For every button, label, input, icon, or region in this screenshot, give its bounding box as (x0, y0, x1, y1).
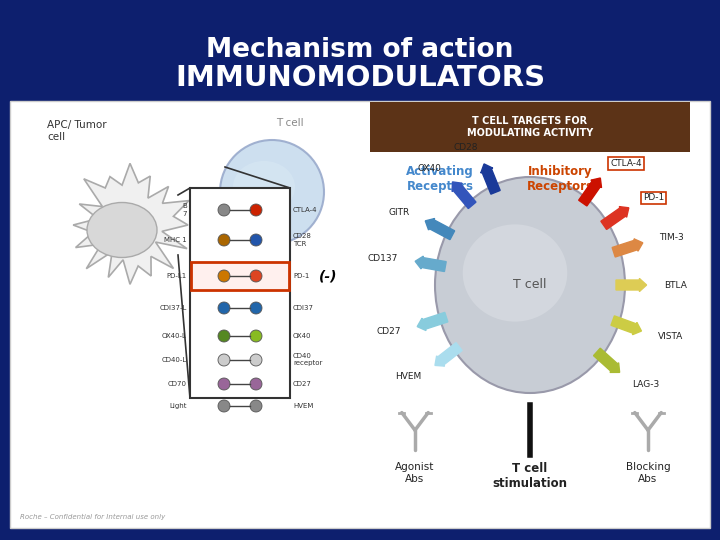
Text: Blocking
Abs: Blocking Abs (626, 462, 670, 484)
Circle shape (250, 378, 262, 390)
Text: Light: Light (169, 403, 187, 409)
Text: CD27: CD27 (376, 327, 400, 336)
Text: CD27: CD27 (293, 381, 312, 387)
Text: CTLA-4: CTLA-4 (293, 207, 318, 213)
Text: B
7: B 7 (182, 204, 187, 217)
Text: TIM-3: TIM-3 (660, 233, 684, 242)
Circle shape (218, 270, 230, 282)
Text: OX40: OX40 (418, 164, 441, 173)
Text: BTLA: BTLA (664, 280, 687, 289)
Ellipse shape (87, 202, 157, 258)
Circle shape (250, 204, 262, 216)
Text: CD28: CD28 (453, 143, 477, 152)
Text: CD28
TCR: CD28 TCR (293, 233, 312, 246)
FancyArrow shape (417, 312, 448, 330)
Circle shape (250, 400, 262, 412)
Text: MHC 1: MHC 1 (164, 237, 187, 243)
Text: APC/ Tumor
cell: APC/ Tumor cell (47, 120, 107, 141)
Circle shape (218, 354, 230, 366)
Text: PD-1: PD-1 (643, 193, 665, 202)
Text: T cell: T cell (276, 118, 304, 128)
Text: PD-1: PD-1 (293, 273, 310, 279)
Text: PD-L1: PD-L1 (167, 273, 187, 279)
Ellipse shape (233, 161, 295, 213)
Bar (190, 188, 290, 398)
Text: IMMUNOMODULATORS: IMMUNOMODULATORS (175, 64, 545, 92)
Text: Mechanism of action: Mechanism of action (207, 37, 513, 63)
Circle shape (250, 330, 262, 342)
Text: OX40: OX40 (293, 333, 312, 339)
Text: CTLA-4: CTLA-4 (611, 159, 642, 168)
Circle shape (250, 270, 262, 282)
Text: CD40-L: CD40-L (162, 357, 187, 363)
Text: CDI37-L: CDI37-L (160, 305, 187, 311)
Text: Roche – Confidential for Internal use only: Roche – Confidential for Internal use on… (20, 514, 166, 520)
Circle shape (218, 378, 230, 390)
Text: Agonist
Abs: Agonist Abs (395, 462, 435, 484)
Circle shape (218, 400, 230, 412)
FancyArrow shape (611, 316, 642, 335)
Text: CD137: CD137 (368, 254, 398, 263)
Text: T cell
stimulation: T cell stimulation (492, 462, 567, 490)
Circle shape (220, 140, 324, 244)
Ellipse shape (463, 225, 567, 322)
Text: VISTA: VISTA (658, 333, 683, 341)
FancyArrow shape (616, 279, 647, 292)
Ellipse shape (435, 177, 625, 393)
Circle shape (250, 354, 262, 366)
Circle shape (218, 302, 230, 314)
Text: CD70: CD70 (168, 381, 187, 387)
FancyArrow shape (415, 256, 446, 272)
Text: CD40
receptor: CD40 receptor (293, 354, 323, 367)
Bar (10, 101, 710, 528)
Circle shape (218, 204, 230, 216)
Text: CDI37: CDI37 (293, 305, 314, 311)
Circle shape (218, 234, 230, 246)
Text: OX40-L: OX40-L (162, 333, 187, 339)
Bar (370, 102, 690, 152)
FancyArrow shape (481, 164, 500, 194)
Text: Inhibitory
Receptors: Inhibitory Receptors (526, 165, 593, 193)
Bar (191, 262, 289, 290)
Text: (-): (-) (319, 269, 337, 283)
FancyArrow shape (593, 348, 620, 373)
Text: T CELL TARGETS FOR
MODULATING ACTIVITY: T CELL TARGETS FOR MODULATING ACTIVITY (467, 116, 593, 138)
FancyArrow shape (579, 178, 601, 206)
Text: LAG-3: LAG-3 (633, 380, 660, 389)
Circle shape (250, 302, 262, 314)
FancyArrow shape (426, 219, 454, 240)
Circle shape (218, 330, 230, 342)
Text: GITR: GITR (389, 208, 410, 217)
Text: T cell: T cell (513, 279, 546, 292)
Circle shape (250, 234, 262, 246)
FancyArrow shape (452, 182, 476, 208)
FancyArrow shape (601, 207, 629, 229)
Text: HVEM: HVEM (395, 372, 421, 381)
Polygon shape (73, 164, 189, 284)
Text: Activating
Receptors: Activating Receptors (406, 165, 474, 193)
FancyArrow shape (612, 239, 643, 257)
FancyArrow shape (435, 342, 462, 366)
Text: HVEM: HVEM (293, 403, 313, 409)
